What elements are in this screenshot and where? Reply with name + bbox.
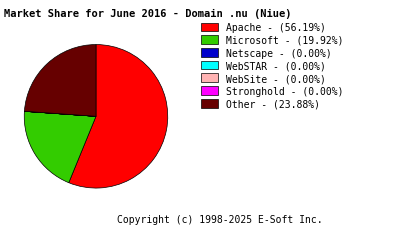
Wedge shape	[24, 112, 96, 117]
Wedge shape	[69, 45, 168, 188]
Text: Copyright (c) 1998-2025 E-Soft Inc.: Copyright (c) 1998-2025 E-Soft Inc.	[117, 215, 323, 224]
Text: Market Share for June 2016 - Domain .nu (Niue): Market Share for June 2016 - Domain .nu …	[4, 9, 292, 19]
Wedge shape	[24, 112, 96, 117]
Wedge shape	[24, 112, 96, 117]
Legend: Apache - (56.19%), Microsoft - (19.92%), Netscape - (0.00%), WebSTAR - (0.00%), : Apache - (56.19%), Microsoft - (19.92%),…	[201, 23, 344, 109]
Wedge shape	[24, 112, 96, 183]
Wedge shape	[24, 45, 96, 117]
Wedge shape	[24, 112, 96, 117]
